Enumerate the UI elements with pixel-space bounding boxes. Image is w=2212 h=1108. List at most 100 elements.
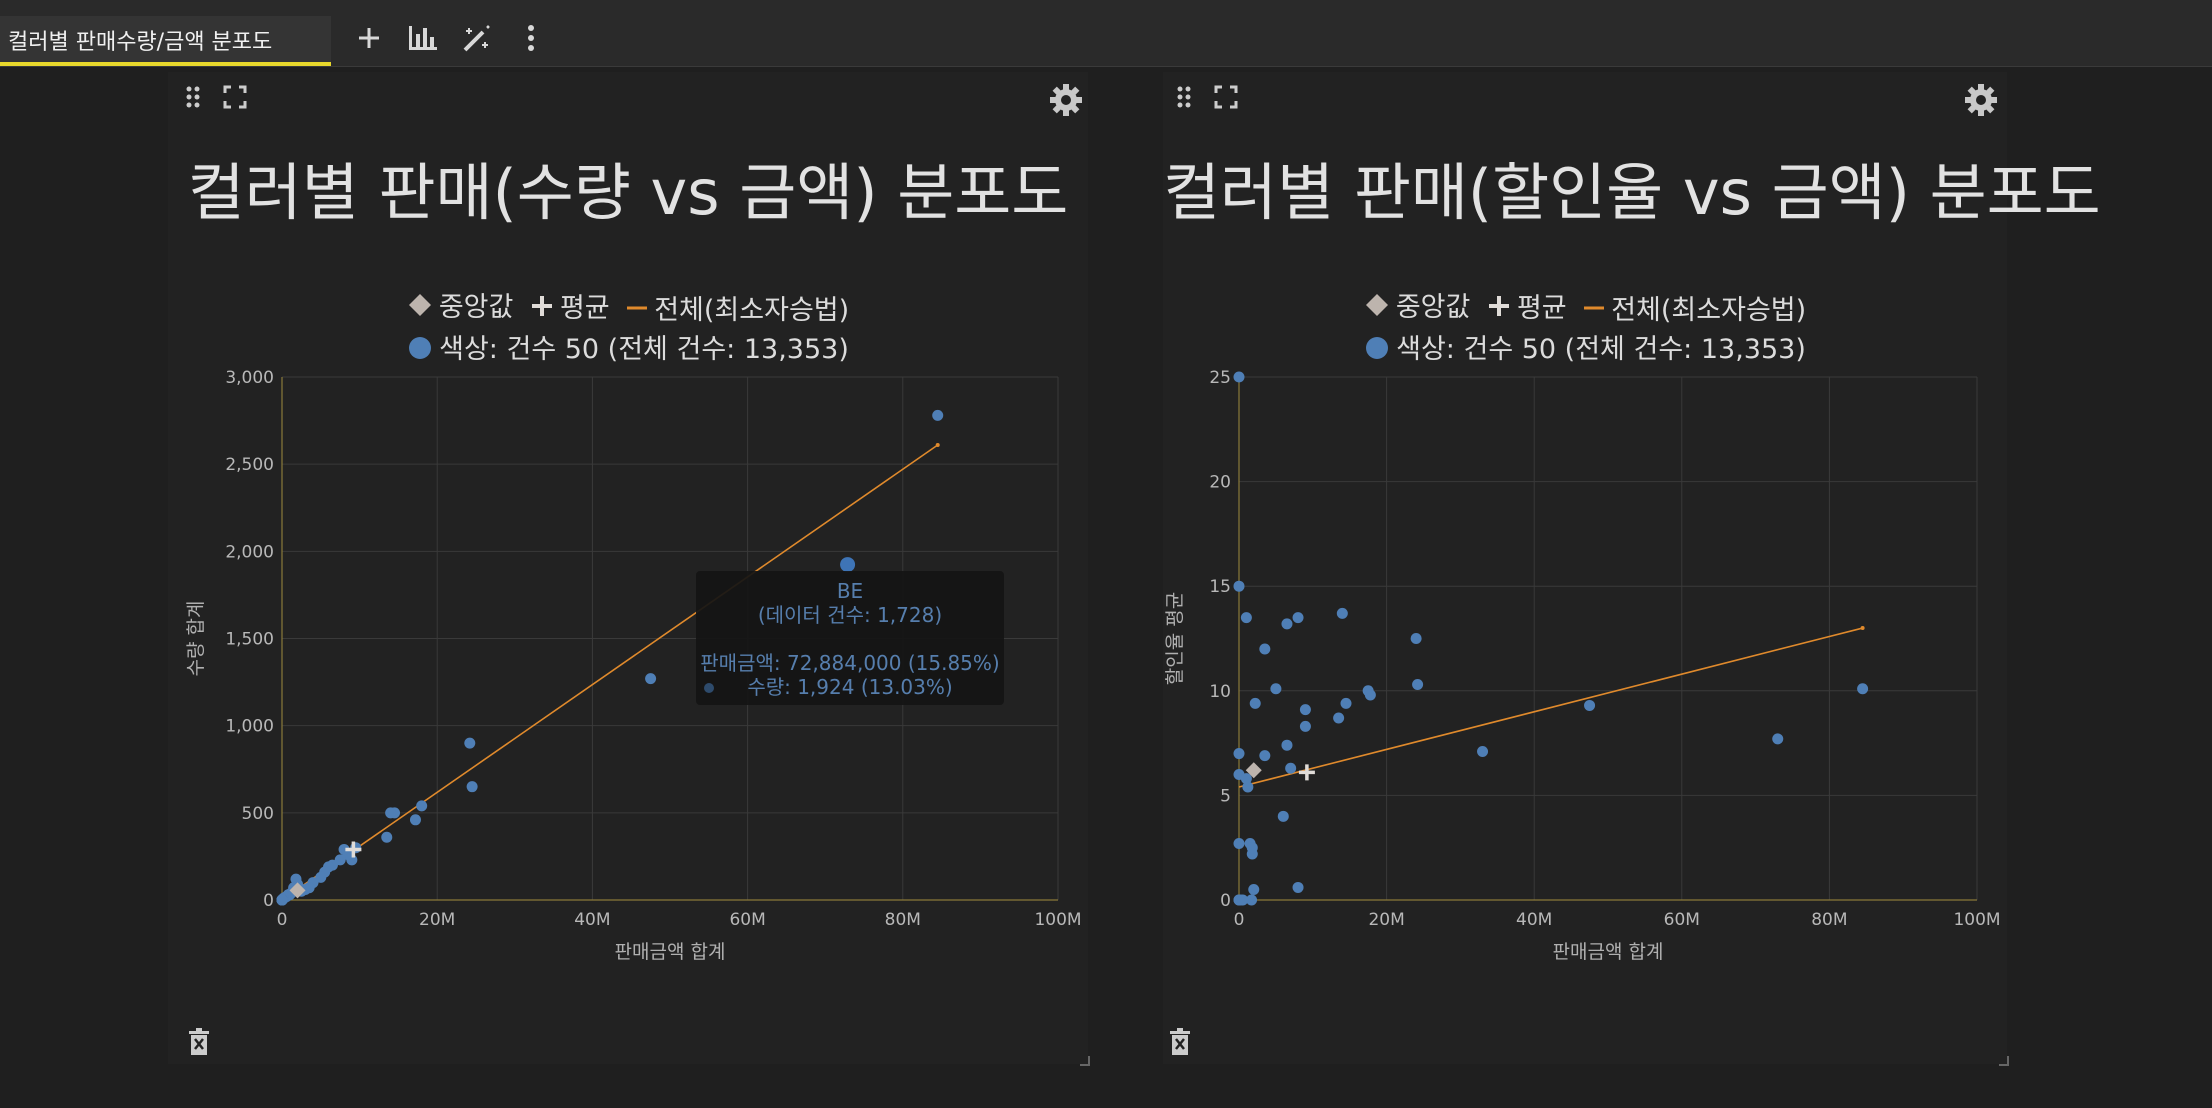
y-tick-label: 2,500	[225, 455, 274, 475]
x-axis-title: 판매금액 합계	[1553, 941, 1664, 963]
more-menu-button[interactable]	[511, 18, 551, 58]
data-point	[1233, 748, 1245, 760]
scatter-chart-discount: 0 5 10 15 20 25 0 20M 40M 60M 80M 100M 판매금액 합계 할인율 평균	[1164, 368, 2001, 963]
x-tick-label: 20M	[1368, 910, 1404, 930]
gear-icon	[1965, 84, 1997, 116]
circle-swatch-icon	[1366, 336, 1389, 359]
fullscreen-button[interactable]	[1211, 82, 1241, 112]
scatter-chart-quantity: 0 500 1,000 1,500 2,000 2,500 3,000 0 20M 40M 60M 8…	[185, 368, 1082, 963]
legend-mean[interactable]: 평균	[530, 286, 610, 325]
data-point	[1281, 618, 1293, 630]
data-point	[1340, 697, 1352, 709]
legend-series-label: 색상: 건수 50 (전체 건수: 13,353)	[439, 334, 849, 365]
data-point	[1248, 884, 1260, 896]
resize-handle[interactable]	[1999, 1056, 2009, 1066]
data-point	[1277, 810, 1289, 822]
delete-button[interactable]	[1165, 1027, 1195, 1057]
delete-button[interactable]	[184, 1027, 214, 1057]
magic-wand-button[interactable]	[457, 18, 497, 58]
y-tick-label: 20	[1209, 473, 1231, 493]
regression-line	[281, 444, 939, 901]
bar-chart-icon	[409, 26, 437, 50]
data-point	[1249, 697, 1261, 709]
drag-handle-icon	[186, 86, 200, 108]
x-axis-title: 판매금액 합계	[615, 941, 726, 963]
y-tick-label: 15	[1209, 577, 1231, 597]
diamond-icon	[408, 293, 431, 316]
y-tick-label: 500	[242, 804, 274, 824]
data-point	[315, 871, 327, 883]
legend-median[interactable]: 중앙값	[1364, 285, 1470, 324]
fullscreen-icon	[1214, 85, 1238, 109]
data-point	[1285, 762, 1297, 774]
regression-line	[1238, 627, 1863, 788]
x-tick-label: 40M	[574, 910, 610, 930]
legend-median[interactable]: 중앙값	[407, 285, 514, 324]
data-point	[1336, 607, 1348, 619]
data-point	[1240, 773, 1252, 785]
mean-marker	[1298, 764, 1315, 781]
tooltip-amount: 판매금액: 72,884,000 (15.85%)	[700, 651, 1000, 675]
legend-series[interactable]: 색상: 건수 50 (전체 건수: 13,353)	[407, 327, 849, 366]
data-point	[334, 854, 346, 866]
data-point	[1237, 894, 1249, 906]
y-tick-label: 0	[1220, 891, 1231, 911]
data-point	[290, 873, 302, 885]
diamond-icon	[1365, 293, 1388, 316]
legend-median-label: 중앙값	[438, 292, 514, 323]
top-toolbar: 컬러별 판매수량/금액 분포도	[0, 0, 2212, 67]
data-point	[1299, 704, 1311, 716]
trash-icon	[189, 1028, 209, 1055]
legend-row-markers: 중앙값 평균 전체(최소자승법)	[168, 285, 1088, 327]
data-point	[466, 781, 478, 793]
resize-handle[interactable]	[1080, 1056, 1090, 1066]
y-axis-title: 할인율 평균	[1164, 592, 1186, 685]
add-chart-button[interactable]	[403, 18, 443, 58]
data-point	[1242, 781, 1254, 793]
data-point	[1292, 612, 1304, 624]
fullscreen-button[interactable]	[220, 82, 250, 112]
settings-button[interactable]	[1963, 82, 1999, 118]
y-tick-label: 2,000	[225, 542, 274, 562]
tooltip-qty: 수량: 1,924 (13.03%)	[747, 675, 953, 699]
legend-series-label: 색상: 건수 50 (전체 건수: 13,353)	[1396, 334, 1806, 365]
mean-marker	[345, 841, 362, 858]
data-point	[1259, 750, 1271, 762]
data-point	[1270, 683, 1282, 695]
legend-regression-label: 전체(최소자승법)	[1611, 295, 1807, 326]
drag-handle[interactable]	[178, 82, 208, 112]
data-point	[1772, 733, 1784, 745]
data-point	[1584, 699, 1596, 711]
tooltip-swatch	[704, 683, 714, 693]
legend-regression[interactable]: 전체(최소자승법)	[1583, 288, 1806, 327]
chart-panel-left: 컬러별 판매(수량 vs 금액) 분포도 중앙값 평균 전체(최소자승법) 색상…	[168, 72, 1090, 1066]
legend-row-markers: 중앙값 평균 전체(최소자승법)	[1163, 285, 2007, 327]
data-point	[1246, 842, 1258, 854]
x-tick-label: 0	[1234, 910, 1245, 930]
regression-end-point	[935, 442, 940, 447]
data-point	[1410, 633, 1422, 644]
settings-button[interactable]	[1048, 82, 1084, 118]
x-tick-label: 20M	[419, 910, 455, 930]
data-point	[276, 894, 288, 906]
x-tick-label: 100M	[1953, 910, 2000, 930]
dashboard-tab[interactable]: 컬러별 판매수량/금액 분포도	[0, 16, 331, 66]
legend-series[interactable]: 색상: 건수 50 (전체 건수: 13,353)	[1364, 327, 1806, 366]
legend-regression-label: 전체(최소자승법)	[654, 295, 850, 326]
median-marker	[289, 882, 306, 899]
tooltip-count: (데이터 건수: 1,728)	[757, 603, 943, 627]
data-point	[1246, 894, 1258, 906]
y-tick-label: 3,000	[225, 368, 274, 388]
data-point	[338, 843, 350, 855]
x-tick-label: 60M	[729, 910, 765, 930]
legend-regression[interactable]: 전체(최소자승법)	[626, 288, 849, 327]
add-button[interactable]	[349, 18, 389, 58]
data-point	[1233, 580, 1245, 592]
drag-handle[interactable]	[1169, 82, 1199, 112]
legend-mean[interactable]: 평균	[1487, 286, 1567, 325]
legend-row-series: 색상: 건수 50 (전체 건수: 13,353)	[168, 327, 1088, 367]
data-point	[385, 807, 397, 819]
plus-icon	[359, 28, 379, 48]
data-point	[464, 737, 476, 749]
plus-marker-icon	[531, 295, 552, 316]
